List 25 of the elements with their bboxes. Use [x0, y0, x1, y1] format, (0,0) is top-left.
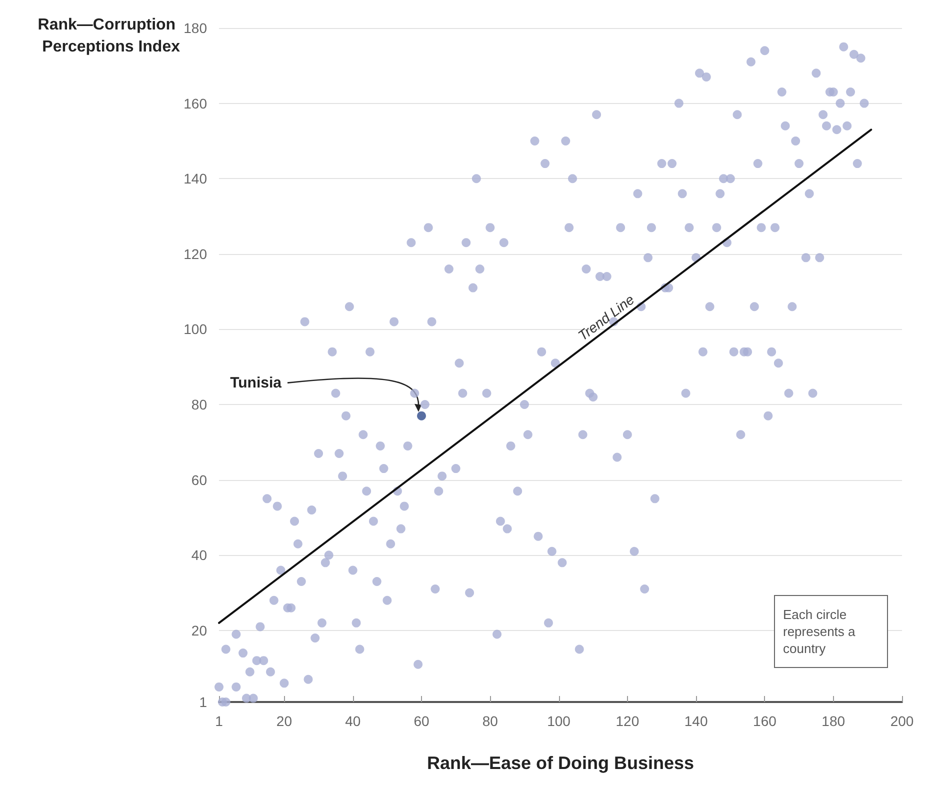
- y-tick-label: 160: [184, 95, 208, 112]
- annotation: Each circle represents a country: [783, 607, 859, 656]
- y-tick-label: 120: [184, 246, 208, 262]
- x-axis-title: Rank—Ease of Doing Business: [426, 753, 694, 773]
- x-tick-label: 1: [215, 713, 224, 729]
- x-tick-label: 100: [547, 713, 571, 729]
- x-tick-label: 80: [482, 713, 498, 729]
- x-tick-label: 60: [414, 713, 430, 729]
- annotation: Tunisia: [230, 374, 282, 392]
- x-tick-label: 120: [616, 713, 640, 729]
- y-tick-label: 40: [191, 547, 208, 564]
- x-tick-label: 160: [753, 713, 777, 729]
- y-tick-label: 60: [191, 472, 208, 488]
- y-tick-label: 180: [184, 20, 208, 36]
- x-tick-label: 180: [822, 713, 846, 729]
- y-tick-label: 100: [184, 321, 208, 338]
- y-tick-label: 20: [191, 622, 208, 638]
- y-tick-label: 140: [184, 170, 208, 187]
- y-tick-label: 1: [199, 694, 208, 710]
- x-tick-label: 20: [276, 713, 292, 729]
- x-tick-label: 200: [890, 713, 914, 729]
- x-tick-label: 140: [684, 713, 708, 729]
- y-axis-title: Rank—Corruption Perceptions Index: [38, 16, 180, 56]
- y-tick-label: 80: [191, 396, 208, 413]
- x-tick-label: 40: [345, 713, 361, 729]
